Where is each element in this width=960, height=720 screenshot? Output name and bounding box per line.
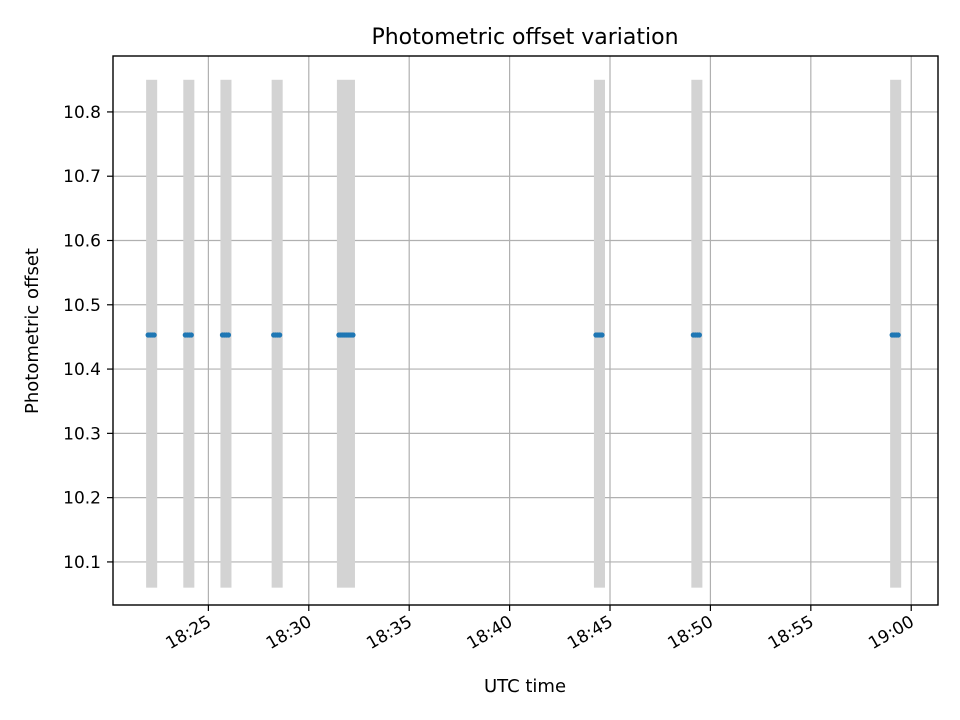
- x-tick-label: 19:00: [865, 612, 917, 654]
- data-point: [277, 332, 283, 338]
- data-point: [696, 332, 702, 338]
- y-tick-label: 10.5: [63, 296, 101, 316]
- x-tick-label: 18:40: [464, 612, 516, 654]
- x-tick-label: 18:45: [564, 612, 616, 654]
- x-tick-label: 18:30: [263, 612, 315, 654]
- y-axis-label: Photometric offset: [22, 248, 43, 414]
- x-tick-label: 18:50: [664, 612, 716, 654]
- x-tick-label: 18:35: [363, 612, 415, 654]
- chart-title: Photometric offset variation: [371, 25, 678, 50]
- data-point: [599, 332, 605, 338]
- y-tick-label: 10.3: [63, 424, 101, 444]
- data-point: [350, 332, 356, 338]
- grid: [113, 56, 938, 605]
- y-tick-label: 10.7: [63, 167, 101, 187]
- data-point: [225, 332, 232, 338]
- x-tick-label: 18:55: [765, 612, 817, 654]
- data-point: [151, 332, 157, 338]
- observation-bands: [146, 79, 902, 588]
- data-point: [188, 332, 194, 338]
- x-axis-label: UTC time: [484, 676, 566, 697]
- y-tick-label: 10.2: [63, 489, 101, 509]
- data-points: [145, 332, 901, 338]
- plot-frame: [112, 55, 939, 606]
- y-tick-label: 10.4: [63, 360, 101, 380]
- y-tick-label: 10.1: [63, 553, 101, 573]
- y-tick-label: 10.8: [63, 103, 101, 123]
- x-tick-label: 18:25: [162, 612, 214, 654]
- data-point: [895, 332, 901, 338]
- y-tick-label: 10.6: [63, 232, 101, 252]
